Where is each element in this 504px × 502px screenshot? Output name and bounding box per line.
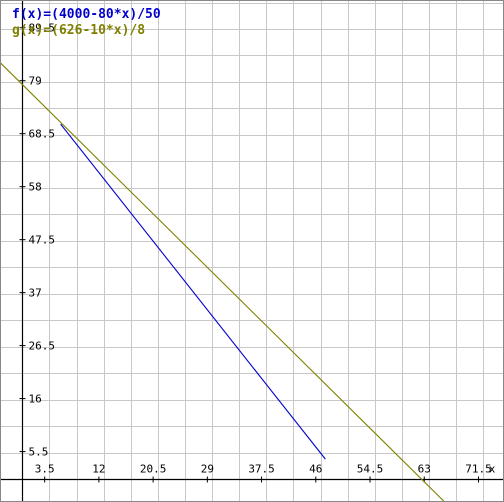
y-tick-label: 47.5 [29,234,56,247]
legend-entry-2: g(x)=(626-10*x)/8 [12,23,145,38]
x-tick-label: 29 [201,463,214,476]
x-axis-label: x [489,463,496,476]
legend-entry-1: f(x)=(4000-80*x)/50 [12,7,161,22]
y-tick-label: 37 [29,287,42,300]
x-tick-label: 3.5 [35,463,55,476]
x-tick-label: 37.5 [248,463,275,476]
tick-labels: 3.5 12 20.5 29 37.5 46 54.5 63 71.5 5.5 16 26.5 37 47… [29,22,496,476]
y-tick-label: 58 [29,181,42,194]
series-line-1 [60,123,326,460]
y-tick-label: 68.5 [29,128,56,141]
series-line-2 [0,62,446,502]
x-tick-label: 54.5 [357,463,384,476]
x-tick-label: 71.5 [465,463,492,476]
y-tick-label: 89.5 [29,22,56,35]
y-tick-label: 79 [29,75,42,88]
y-tick-label: 16 [29,393,42,406]
x-tick-label: 12 [92,463,105,476]
y-tick-label: 26.5 [29,340,56,353]
series-lines [0,62,446,502]
x-tick-label: 46 [309,463,322,476]
x-tick-label: 20.5 [140,463,167,476]
x-tick-label: 63 [418,463,431,476]
y-tick-label: 5.5 [29,446,49,459]
legend: f(x)=(4000-80*x)/50g(x)=(626-10*x)/8 [12,7,161,38]
